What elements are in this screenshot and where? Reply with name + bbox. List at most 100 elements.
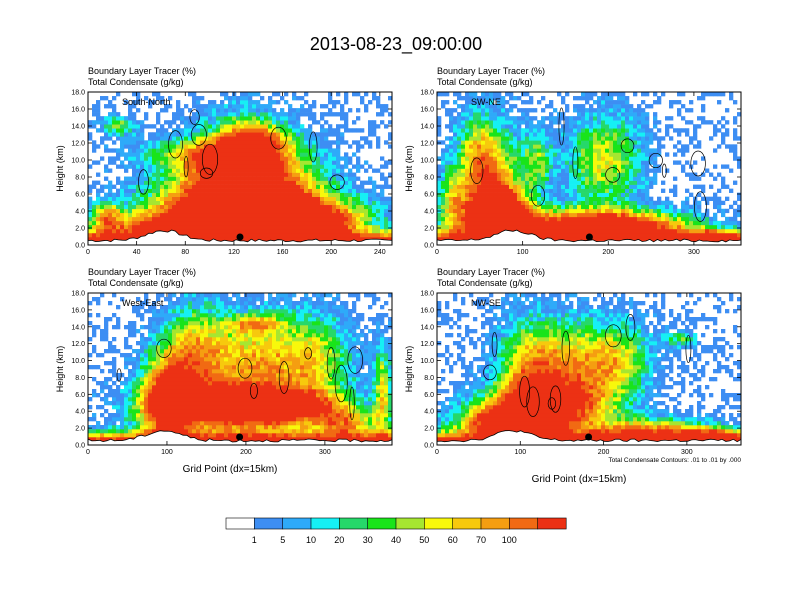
heatmap-cell: [641, 140, 646, 145]
heatmap-cell: [104, 337, 109, 342]
heatmap-cell: [517, 152, 522, 157]
heatmap-cell: [521, 176, 526, 181]
heatmap-cell: [465, 156, 470, 161]
heatmap-cell: [268, 108, 273, 113]
heatmap-cell: [713, 176, 718, 181]
heatmap-cell: [96, 200, 101, 206]
heatmap-cell: [172, 172, 177, 177]
heatmap-cell: [613, 204, 618, 210]
heatmap-cell: [384, 208, 389, 214]
heatmap-cell: [372, 184, 377, 189]
heatmap-cell: [557, 92, 562, 97]
heatmap-cell: [100, 385, 105, 390]
heatmap-cell: [485, 208, 490, 214]
heatmap-cell: [196, 144, 201, 149]
left-title-1: Boundary Layer Tracer (%): [88, 66, 196, 76]
heatmap-cell: [617, 204, 622, 210]
heatmap-cell: [308, 164, 313, 169]
heatmap-cell: [164, 128, 169, 133]
heatmap-cell: [477, 168, 482, 173]
heatmap-cell: [300, 164, 305, 169]
heatmap-cell: [224, 116, 229, 121]
heatmap-cell: [613, 180, 618, 185]
heatmap-cell: [449, 124, 454, 129]
heatmap-cell: [324, 144, 329, 149]
heatmap-cell: [485, 184, 490, 189]
heatmap-cell: [280, 216, 285, 222]
heatmap-cell: [128, 128, 133, 133]
heatmap-cell: [553, 132, 558, 137]
heatmap-cell: [232, 140, 237, 145]
heatmap-cell: [493, 172, 498, 177]
heatmap-cell: [164, 192, 169, 197]
heatmap-cell: [481, 116, 486, 121]
heatmap-cell: [220, 172, 225, 177]
heatmap-cell: [621, 116, 626, 121]
heatmap-cell: [509, 204, 514, 210]
heatmap-cell: [180, 152, 185, 157]
heatmap-cell: [116, 204, 121, 210]
heatmap-cell: [605, 140, 610, 145]
heatmap-cell: [300, 208, 305, 214]
heatmap-cell: [236, 152, 241, 157]
heatmap-cell: [577, 236, 582, 242]
heatmap-cell: [260, 232, 265, 238]
heatmap-cell: [525, 172, 530, 177]
heatmap-cell: [669, 216, 674, 222]
heatmap-cell: [312, 168, 317, 173]
heatmap-cell: [645, 156, 650, 161]
heatmap-cell: [605, 104, 610, 109]
heatmap-cell: [268, 124, 273, 129]
heatmap-cell: [204, 172, 209, 177]
heatmap-cell: [328, 156, 333, 161]
heatmap-cell: [525, 192, 530, 197]
heatmap-cell: [296, 192, 301, 197]
heatmap-cell: [380, 228, 385, 234]
heatmap-cell: [288, 224, 293, 230]
heatmap-cell: [537, 140, 542, 145]
heatmap-cell: [469, 96, 474, 101]
heatmap-cell: [469, 148, 474, 153]
heatmap-cell: [437, 116, 442, 121]
heatmap-cell: [144, 184, 149, 189]
heatmap-cell: [108, 228, 113, 234]
heatmap-cell: [88, 417, 93, 422]
heatmap-cell: [457, 188, 462, 193]
heatmap-cell: [280, 124, 285, 129]
heatmap-cell: [156, 176, 161, 181]
heatmap-cell: [637, 152, 642, 157]
heatmap-cell: [605, 224, 610, 230]
heatmap-cell: [92, 333, 97, 338]
heatmap-cell: [328, 144, 333, 149]
heatmap-cell: [457, 164, 462, 169]
heatmap-cell: [344, 216, 349, 222]
heatmap-cell: [629, 120, 634, 125]
heatmap-cell: [465, 92, 470, 97]
heatmap-cell: [104, 417, 109, 422]
heatmap-cell: [497, 208, 502, 214]
heatmap-cell: [92, 365, 97, 370]
heatmap-cell: [228, 192, 233, 197]
heatmap-cell: [473, 164, 478, 169]
heatmap-cell: [232, 104, 237, 109]
heatmap-cell: [593, 220, 598, 226]
heatmap-cell: [220, 204, 225, 210]
heatmap-cell: [124, 204, 129, 210]
heatmap-cell: [577, 212, 582, 218]
heatmap-cell: [685, 148, 690, 153]
heatmap-cell: [124, 180, 129, 185]
heatmap-cell: [188, 192, 193, 197]
heatmap-cell: [577, 140, 582, 145]
heatmap-cell: [128, 212, 133, 218]
heatmap-cell: [208, 120, 213, 125]
heatmap-cell: [457, 156, 462, 161]
heatmap-cell: [184, 228, 189, 234]
heatmap-cell: [256, 224, 261, 230]
heatmap-cell: [621, 164, 626, 169]
heatmap-cell: [216, 124, 221, 129]
heatmap-cell: [220, 152, 225, 157]
heatmap-cell: [368, 188, 373, 193]
heatmap-cell: [88, 425, 93, 430]
heatmap-cell: [92, 433, 97, 438]
heatmap-cell: [609, 200, 614, 206]
